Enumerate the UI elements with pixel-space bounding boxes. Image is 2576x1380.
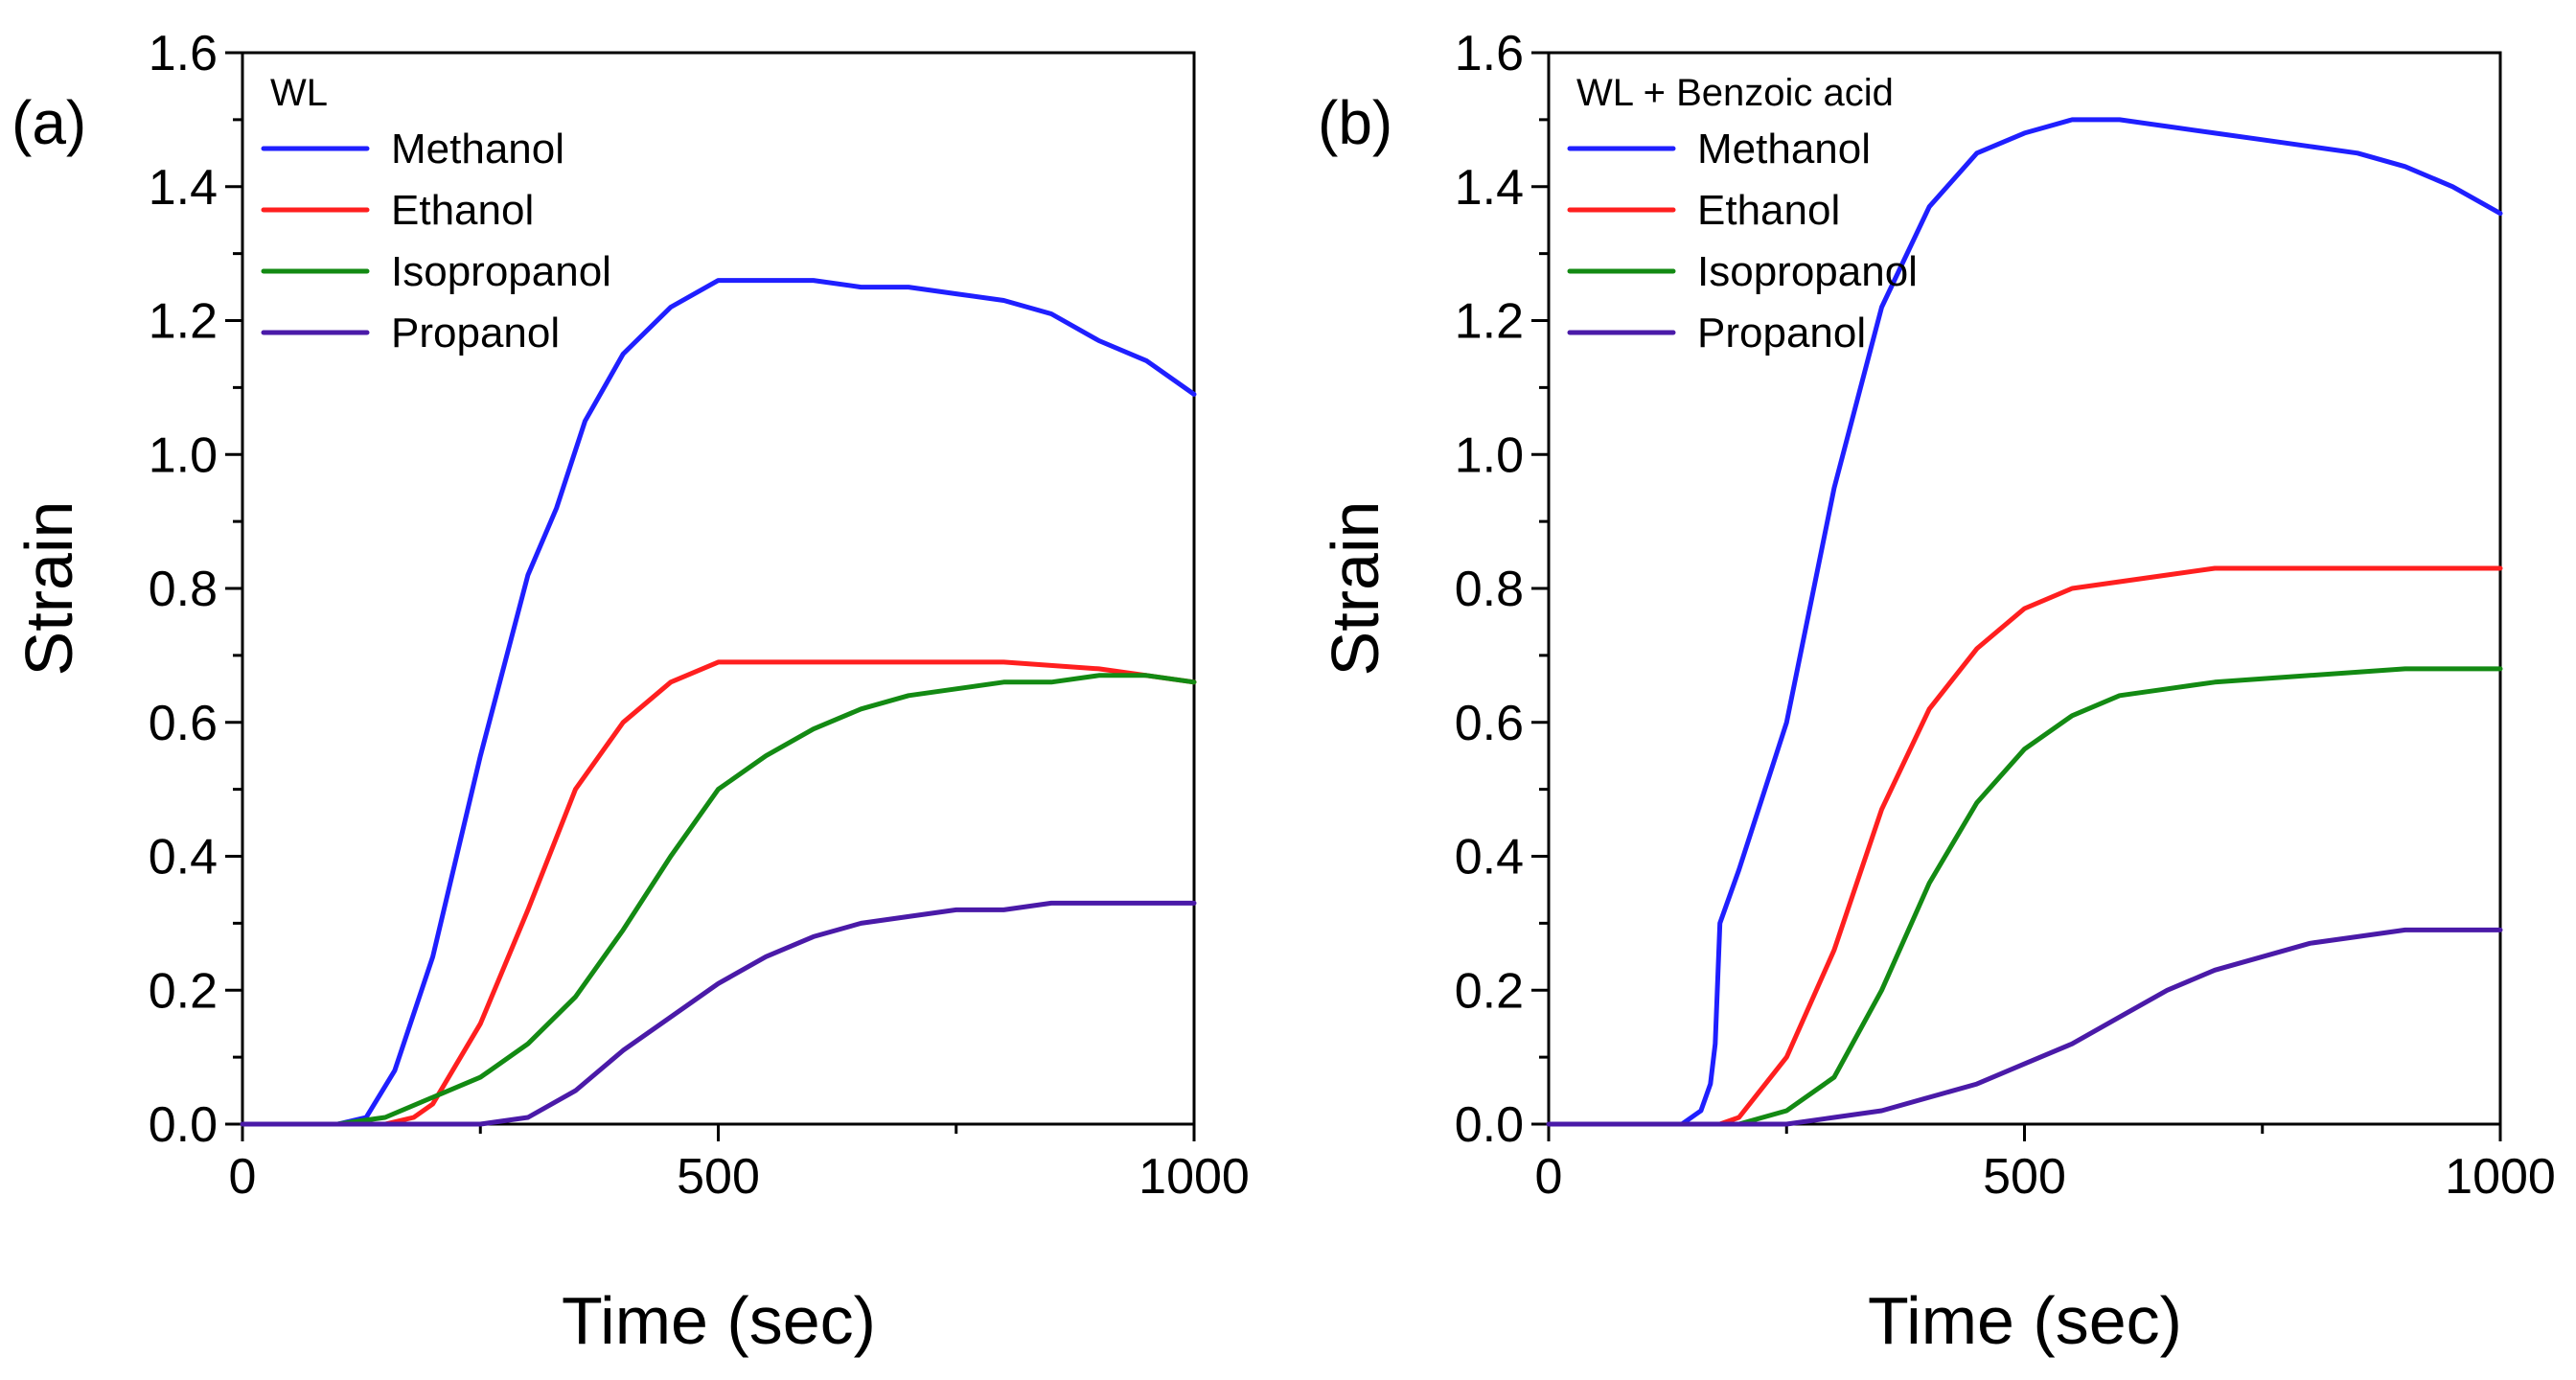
y-tick-label: 0.8 — [149, 562, 218, 617]
tick-labels: 0 500 1000 0.0 0.2 0.4 0.6 0.8 1.0 1.2 1.4 1.6 — [1455, 26, 2556, 1205]
series-line-isopropanol — [240, 673, 1197, 1127]
legend-title: WL — [270, 72, 328, 114]
y-tick-label: 0.4 — [1455, 830, 1524, 886]
legend-label: Isopropanol — [1697, 248, 1918, 295]
panel-label: (b) — [1318, 88, 1392, 157]
y-tick-label: 0.0 — [149, 1097, 218, 1153]
y-axis-title: Strain — [12, 501, 86, 677]
x-tick-label: 500 — [677, 1149, 760, 1205]
legend-entries: Methanol Ethanol Isopropanol Propanol — [261, 126, 611, 356]
series-line-ethanol — [1546, 565, 2503, 1127]
series-line-methanol — [240, 278, 1197, 1127]
y-tick-label: 1.4 — [1455, 160, 1524, 216]
plot-area-frame — [241, 51, 1196, 1126]
series-layer — [240, 278, 1197, 1127]
x-tick-label: 0 — [229, 1149, 257, 1205]
y-tick-label: 0.8 — [1455, 562, 1524, 617]
y-tick-label: 0.6 — [1455, 696, 1524, 751]
legend-label: Methanol — [1697, 126, 1871, 172]
series-line-methanol — [1546, 117, 2503, 1127]
y-tick-label: 0.2 — [1455, 963, 1524, 1019]
legend-label: Propanol — [1697, 310, 1866, 356]
legend: WL Methanol Ethanol Isopropanol Propanol — [261, 72, 611, 356]
legend-label: Methanol — [391, 126, 564, 172]
panel-label: (a) — [12, 88, 86, 157]
plot-area-frame — [1547, 51, 2502, 1126]
y-tick-label: 1.4 — [149, 160, 218, 216]
x-tick-label: 1000 — [1138, 1149, 1250, 1205]
legend-label: Ethanol — [391, 187, 534, 234]
legend-label: Isopropanol — [391, 248, 611, 295]
x-tick-label: 1000 — [2445, 1149, 2556, 1205]
tick-labels: 0 500 1000 0.0 0.2 0.4 0.6 0.8 1.0 1.2 1.4 1.6 — [149, 26, 1250, 1205]
y-tick-label: 0.6 — [149, 696, 218, 751]
y-tick-label: 1.0 — [1455, 427, 1524, 483]
panel-b: (b) Strain Time (sec) 0 500 10000.00.20.40… — [1318, 26, 2556, 1358]
series-line-isopropanol — [1546, 666, 2503, 1127]
legend-label: Ethanol — [1697, 187, 1840, 234]
series-layer — [1546, 117, 2503, 1127]
y-tick-label: 0.4 — [149, 830, 218, 886]
x-axis-title: Time (sec) — [562, 1283, 876, 1358]
legend-label: Propanol — [391, 310, 560, 356]
y-tick-label: 1.6 — [1455, 26, 1524, 81]
axis-ticks — [1531, 51, 2502, 1141]
series-line-propanol — [240, 900, 1197, 1127]
legend-entries: Methanol Ethanol Isopropanol Propanol — [1567, 126, 1918, 356]
y-axis-title: Strain — [1318, 501, 1392, 677]
x-axis-title: Time (sec) — [1868, 1283, 2182, 1358]
y-tick-label: 1.2 — [149, 294, 218, 350]
y-tick-label: 1.6 — [149, 26, 218, 81]
axis-ticks — [225, 51, 1196, 1141]
x-tick-label: 0 — [1535, 1149, 1563, 1205]
y-tick-label: 1.0 — [149, 427, 218, 483]
series-line-propanol — [1546, 927, 2503, 1127]
y-tick-label: 1.2 — [1455, 294, 1524, 350]
y-tick-label: 0.2 — [149, 963, 218, 1019]
x-tick-label: 500 — [1983, 1149, 2066, 1205]
y-tick-label: 0.0 — [1455, 1097, 1524, 1153]
panel-a: (a) Strain Time (sec) 0 500 10000.00.20.40… — [12, 26, 1250, 1358]
legend: WL + Benzoic acid Methanol Ethanol Isoprop… — [1567, 72, 1918, 356]
series-line-ethanol — [240, 659, 1197, 1127]
legend-title: WL + Benzoic acid — [1576, 72, 1894, 114]
